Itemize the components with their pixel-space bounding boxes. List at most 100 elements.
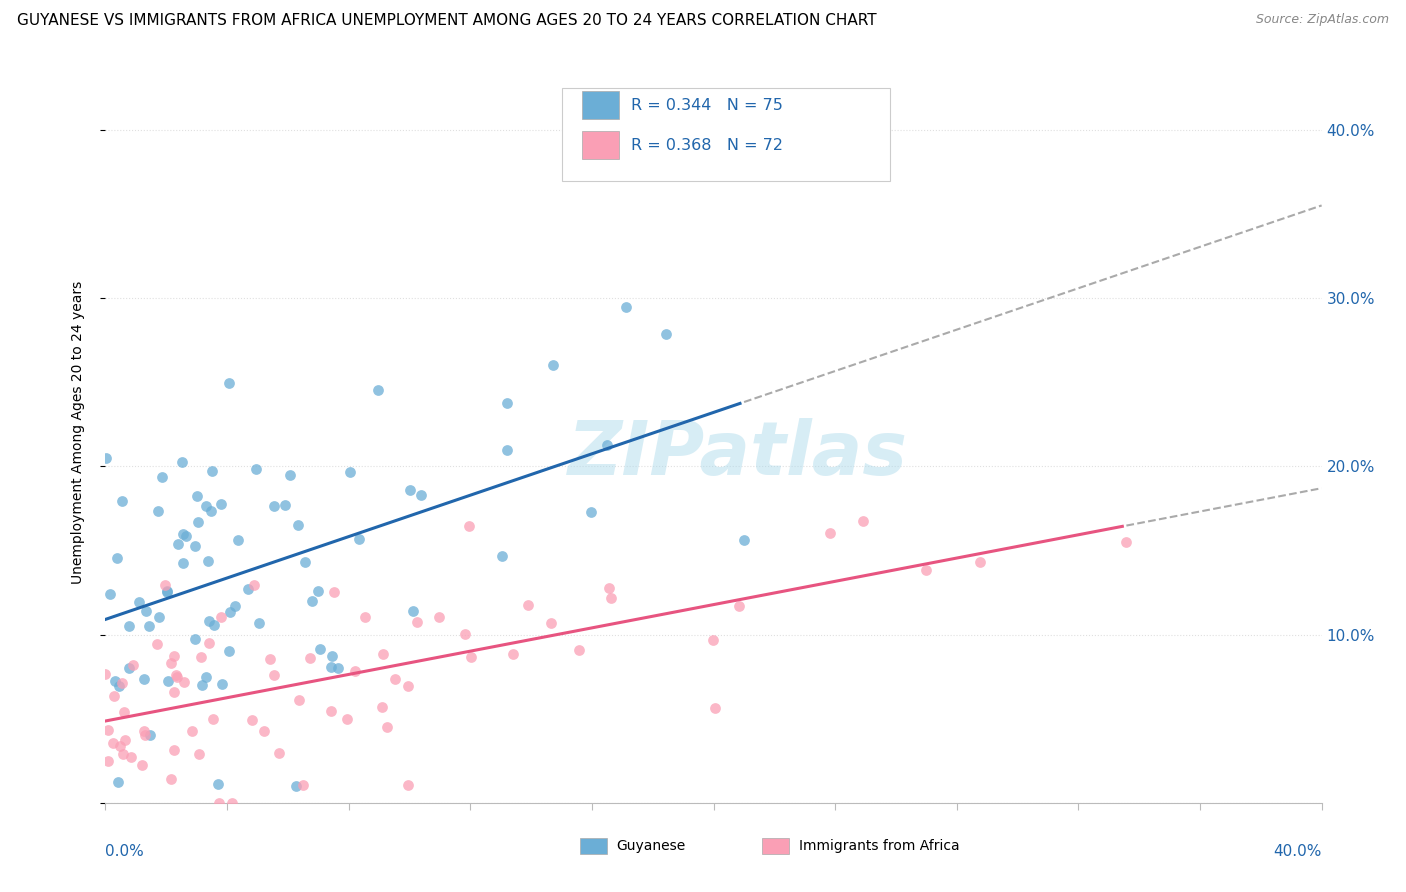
Point	[1115, 535, 1137, 549]
Point	[98, 587, 121, 601]
Point	[398, 483, 420, 497]
Point	[167, 537, 190, 551]
Point	[263, 500, 285, 514]
FancyBboxPatch shape	[561, 88, 890, 181]
Point	[172, 556, 194, 570]
Point	[322, 585, 344, 599]
Point	[202, 618, 225, 632]
FancyBboxPatch shape	[762, 838, 789, 854]
Point	[655, 326, 678, 341]
Point	[120, 750, 142, 764]
Point	[224, 599, 246, 614]
Point	[107, 679, 129, 693]
Point	[599, 591, 621, 605]
Point	[263, 668, 285, 682]
Point	[160, 657, 183, 671]
Point	[242, 713, 264, 727]
Point	[128, 595, 150, 609]
Point	[180, 724, 202, 739]
Y-axis label: Unemployment Among Ages 20 to 24 years: Unemployment Among Ages 20 to 24 years	[70, 281, 84, 584]
Point	[200, 504, 222, 518]
Point	[287, 517, 309, 532]
Point	[166, 670, 188, 684]
Point	[174, 529, 197, 543]
Text: Immigrants from Africa: Immigrants from Africa	[799, 838, 959, 853]
Point	[307, 583, 329, 598]
Point	[148, 609, 170, 624]
Point	[614, 300, 637, 314]
Point	[211, 609, 233, 624]
Point	[371, 648, 394, 662]
FancyBboxPatch shape	[582, 91, 619, 120]
Point	[496, 443, 519, 458]
Point	[170, 455, 193, 469]
Point	[160, 772, 183, 786]
Point	[146, 504, 169, 518]
Point	[243, 578, 266, 592]
Text: 40.0%: 40.0%	[1274, 844, 1322, 858]
Point	[733, 533, 755, 547]
Point	[138, 619, 160, 633]
Point	[336, 713, 359, 727]
Point	[259, 651, 281, 665]
Point	[354, 610, 377, 624]
Point	[183, 632, 205, 646]
Point	[103, 673, 125, 688]
Point	[218, 644, 240, 658]
Point	[541, 358, 564, 372]
Point	[188, 747, 211, 761]
Point	[253, 724, 276, 739]
Point	[236, 582, 259, 596]
Point	[267, 746, 290, 760]
Point	[319, 704, 342, 718]
Point	[132, 723, 155, 738]
Point	[135, 604, 157, 618]
Point	[284, 779, 307, 793]
Point	[191, 678, 214, 692]
Point	[155, 578, 177, 592]
Point	[118, 661, 141, 675]
Point	[173, 675, 195, 690]
Point	[299, 651, 322, 665]
Point	[367, 383, 389, 397]
Point	[502, 647, 524, 661]
Point	[198, 636, 221, 650]
Point	[704, 701, 727, 715]
Point	[727, 599, 749, 614]
Point	[118, 619, 141, 633]
Point	[184, 540, 207, 554]
Point	[201, 465, 224, 479]
Point	[156, 583, 179, 598]
Text: 0.0%: 0.0%	[105, 844, 145, 858]
Point	[202, 712, 225, 726]
Point	[491, 549, 513, 564]
Point	[326, 660, 349, 674]
Text: Guyanese: Guyanese	[616, 838, 686, 853]
Point	[371, 699, 394, 714]
Point	[157, 673, 180, 688]
Point	[460, 650, 482, 665]
Point	[111, 747, 134, 761]
Point	[301, 594, 323, 608]
Point	[209, 497, 232, 511]
Point	[344, 664, 367, 678]
Point	[94, 451, 117, 466]
Point	[139, 728, 162, 742]
Point	[969, 555, 991, 569]
Point	[114, 733, 136, 747]
Point	[596, 438, 619, 452]
Point	[197, 554, 219, 568]
Point	[321, 649, 343, 664]
Point	[454, 627, 477, 641]
Point	[198, 614, 221, 628]
Point	[292, 778, 315, 792]
Point	[208, 796, 231, 810]
Point	[103, 689, 125, 703]
Point	[94, 666, 117, 681]
Point	[111, 494, 134, 508]
Point	[165, 667, 187, 681]
Point	[221, 796, 243, 810]
Point	[156, 584, 179, 599]
Point	[427, 610, 450, 624]
Point	[163, 685, 186, 699]
